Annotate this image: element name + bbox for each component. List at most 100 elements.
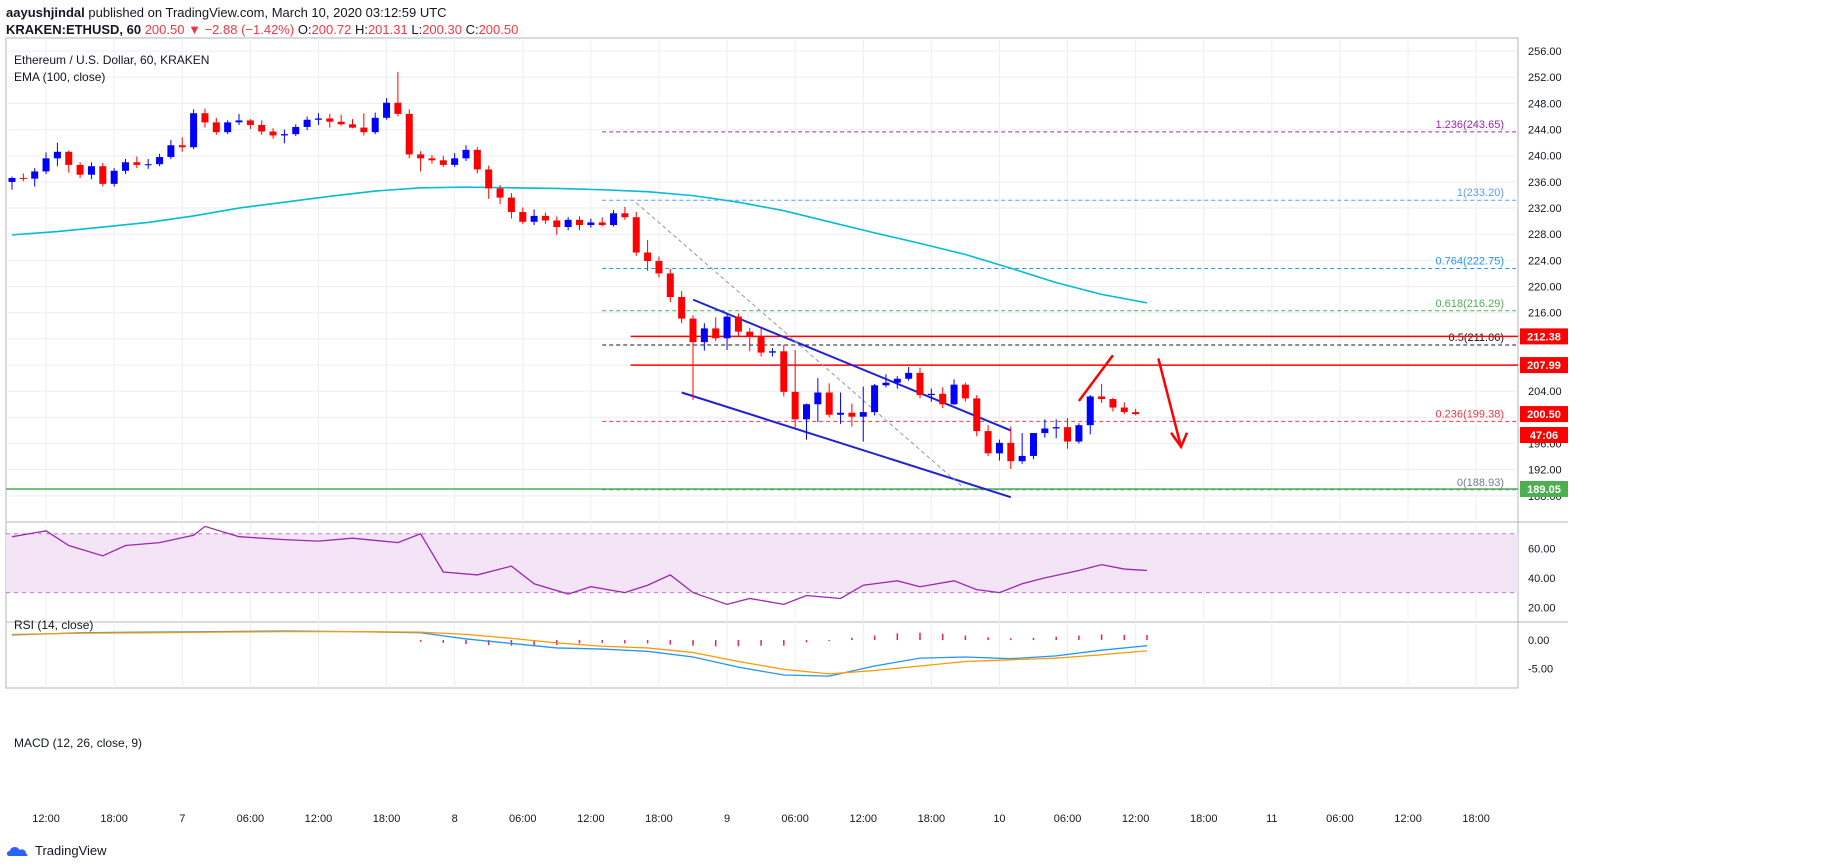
candle[interactable]	[258, 120, 266, 135]
candle[interactable]	[190, 109, 198, 150]
candle-body[interactable]	[995, 442, 1003, 454]
candle[interactable]	[496, 185, 504, 205]
candle-body[interactable]	[848, 412, 856, 417]
candle[interactable]	[644, 240, 652, 271]
candle-body[interactable]	[224, 122, 232, 133]
candle[interactable]	[87, 162, 95, 180]
candle[interactable]	[757, 327, 765, 357]
candle-body[interactable]	[791, 391, 799, 420]
candle-body[interactable]	[927, 393, 935, 396]
candle[interactable]	[1120, 402, 1128, 415]
candle[interactable]	[246, 119, 254, 129]
candle-body[interactable]	[122, 162, 129, 171]
candle-body[interactable]	[961, 384, 969, 399]
candle-body[interactable]	[1132, 412, 1140, 415]
candle-body[interactable]	[8, 177, 16, 182]
candle-body[interactable]	[973, 398, 981, 432]
candle[interactable]	[292, 124, 300, 137]
candle[interactable]	[610, 210, 618, 227]
candle-body[interactable]	[1075, 425, 1083, 442]
candle[interactable]	[178, 137, 186, 152]
candle[interactable]	[42, 152, 50, 175]
candle-body[interactable]	[1086, 396, 1094, 426]
candle-body[interactable]	[1007, 442, 1015, 462]
candle[interactable]	[53, 142, 61, 167]
candle[interactable]	[224, 120, 232, 135]
candle-body[interactable]	[269, 131, 277, 136]
candle-body[interactable]	[190, 113, 198, 148]
candle[interactable]	[326, 113, 334, 128]
rsi-pane[interactable]	[6, 525, 1518, 606]
candle-body[interactable]	[246, 120, 254, 125]
candle[interactable]	[485, 165, 493, 199]
candle[interactable]	[76, 162, 84, 178]
candle-body[interactable]	[553, 220, 561, 228]
candle-body[interactable]	[1064, 427, 1072, 442]
candle[interactable]	[882, 374, 890, 388]
candle-body[interactable]	[462, 149, 470, 159]
candle-body[interactable]	[916, 372, 924, 396]
candle[interactable]	[655, 256, 663, 278]
candle-body[interactable]	[803, 404, 810, 420]
candle-body[interactable]	[950, 384, 958, 405]
candle-body[interactable]	[87, 166, 95, 175]
candle-body[interactable]	[303, 119, 311, 127]
candle[interactable]	[780, 344, 788, 397]
candle[interactable]	[939, 387, 947, 409]
candle-body[interactable]	[598, 222, 606, 226]
candle[interactable]	[65, 150, 73, 173]
candle-body[interactable]	[678, 297, 686, 319]
candle[interactable]	[1075, 423, 1083, 444]
candle-body[interactable]	[1109, 399, 1117, 408]
candle-body[interactable]	[337, 121, 345, 125]
candle-body[interactable]	[383, 102, 391, 118]
candle-body[interactable]	[746, 331, 754, 337]
candle-body[interactable]	[610, 213, 618, 226]
candle-body[interactable]	[76, 164, 84, 175]
candle[interactable]	[825, 383, 833, 418]
candle-body[interactable]	[882, 382, 890, 386]
candle[interactable]	[848, 403, 856, 427]
candle-body[interactable]	[893, 378, 901, 383]
candle-body[interactable]	[496, 188, 504, 198]
candle-body[interactable]	[825, 392, 833, 415]
rsi-line[interactable]	[11, 525, 1148, 606]
candle-body[interactable]	[110, 170, 118, 184]
candle[interactable]	[19, 173, 27, 182]
candle[interactable]	[394, 72, 402, 117]
candle[interactable]	[337, 114, 345, 126]
candle[interactable]	[167, 140, 175, 159]
candle[interactable]	[734, 313, 742, 337]
candle-body[interactable]	[1098, 396, 1106, 400]
candle[interactable]	[553, 216, 561, 235]
candle[interactable]	[950, 379, 958, 405]
candle[interactable]	[1030, 433, 1037, 460]
channel-line[interactable]	[681, 391, 1012, 499]
candle[interactable]	[893, 376, 901, 389]
candle[interactable]	[371, 112, 379, 135]
channel-line[interactable]	[692, 298, 1012, 432]
candle-body[interactable]	[19, 177, 27, 179]
candle-body[interactable]	[984, 431, 992, 454]
candle-body[interactable]	[133, 162, 141, 165]
candle-body[interactable]	[632, 217, 640, 253]
candle-body[interactable]	[814, 392, 822, 405]
candle-body[interactable]	[178, 145, 186, 148]
candle[interactable]	[837, 392, 845, 424]
candle[interactable]	[576, 216, 583, 231]
candle[interactable]	[156, 153, 164, 167]
candle-body[interactable]	[65, 151, 73, 165]
candle-body[interactable]	[1120, 407, 1128, 413]
candle-body[interactable]	[144, 164, 152, 166]
candle-body[interactable]	[939, 393, 947, 405]
candle[interactable]	[31, 168, 39, 187]
candle[interactable]	[110, 168, 118, 187]
candle-body[interactable]	[292, 126, 300, 135]
candle-body[interactable]	[349, 124, 356, 128]
candle[interactable]	[1007, 426, 1015, 470]
fib-trend-line[interactable]	[635, 202, 966, 490]
candle-body[interactable]	[212, 122, 220, 133]
candle[interactable]	[632, 211, 640, 256]
candle-body[interactable]	[655, 261, 663, 274]
candle[interactable]	[1132, 408, 1140, 416]
